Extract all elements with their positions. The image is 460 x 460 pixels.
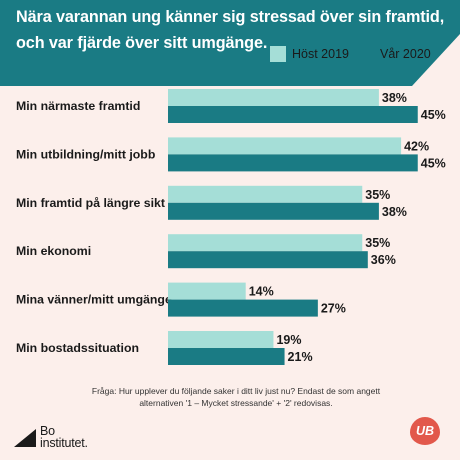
bar	[168, 202, 379, 220]
category-label: Min närmaste framtid	[16, 99, 140, 113]
category-label: Mina vänner/mitt umgänge	[16, 293, 172, 307]
data-label: 14%	[249, 285, 274, 299]
chart-title-line-2: och var fjärde över sitt umgänge.	[16, 34, 268, 52]
footnote: Fråga: Hur upplever du följande saker i …	[91, 386, 381, 408]
chart-title-line-1: Nära varannan ung känner sig stressad öv…	[16, 8, 445, 26]
category-label: Min bostadssituation	[16, 341, 139, 355]
bar	[168, 348, 285, 365]
data-label: 45%	[421, 156, 446, 170]
category-label: Min utbildning/mitt jobb	[16, 147, 155, 161]
logo-text-line-1: Bo	[40, 424, 55, 438]
category-label: Min framtid på längre sikt	[16, 196, 165, 210]
legend-item-host-2019: Höst 2019	[270, 46, 349, 62]
title-banner	[0, 0, 460, 86]
legend-item-var-2020: Vår 2020	[358, 46, 431, 62]
legend-label-host-2019: Höst 2019	[292, 47, 349, 61]
bar	[168, 137, 402, 155]
data-label: 38%	[382, 91, 407, 105]
bar	[168, 331, 274, 348]
bar	[168, 106, 418, 123]
bar	[168, 282, 246, 300]
legend-label-var-2020: Vår 2020	[380, 47, 431, 61]
bar	[168, 89, 379, 106]
legend-swatch-host-2019	[270, 46, 286, 62]
ub-badge: UB	[410, 417, 440, 445]
bar	[168, 185, 363, 203]
data-label: 42%	[404, 139, 429, 153]
data-label: 21%	[288, 350, 313, 364]
data-label: 35%	[365, 188, 390, 202]
category-label: Min ekonomi	[16, 244, 91, 258]
boinstitutet-triangle-icon	[14, 429, 36, 447]
bar	[168, 154, 418, 172]
bar	[168, 234, 363, 252]
data-label: 19%	[276, 333, 301, 347]
data-label: 45%	[421, 108, 446, 122]
data-label: 36%	[371, 253, 396, 267]
bar	[168, 299, 318, 317]
data-label: 35%	[365, 236, 390, 250]
logo-text-line-2: institutet.	[40, 435, 88, 450]
data-label: 38%	[382, 205, 407, 219]
data-label: 27%	[321, 302, 346, 316]
bar	[168, 251, 368, 269]
legend-swatch-var-2020	[358, 46, 374, 62]
